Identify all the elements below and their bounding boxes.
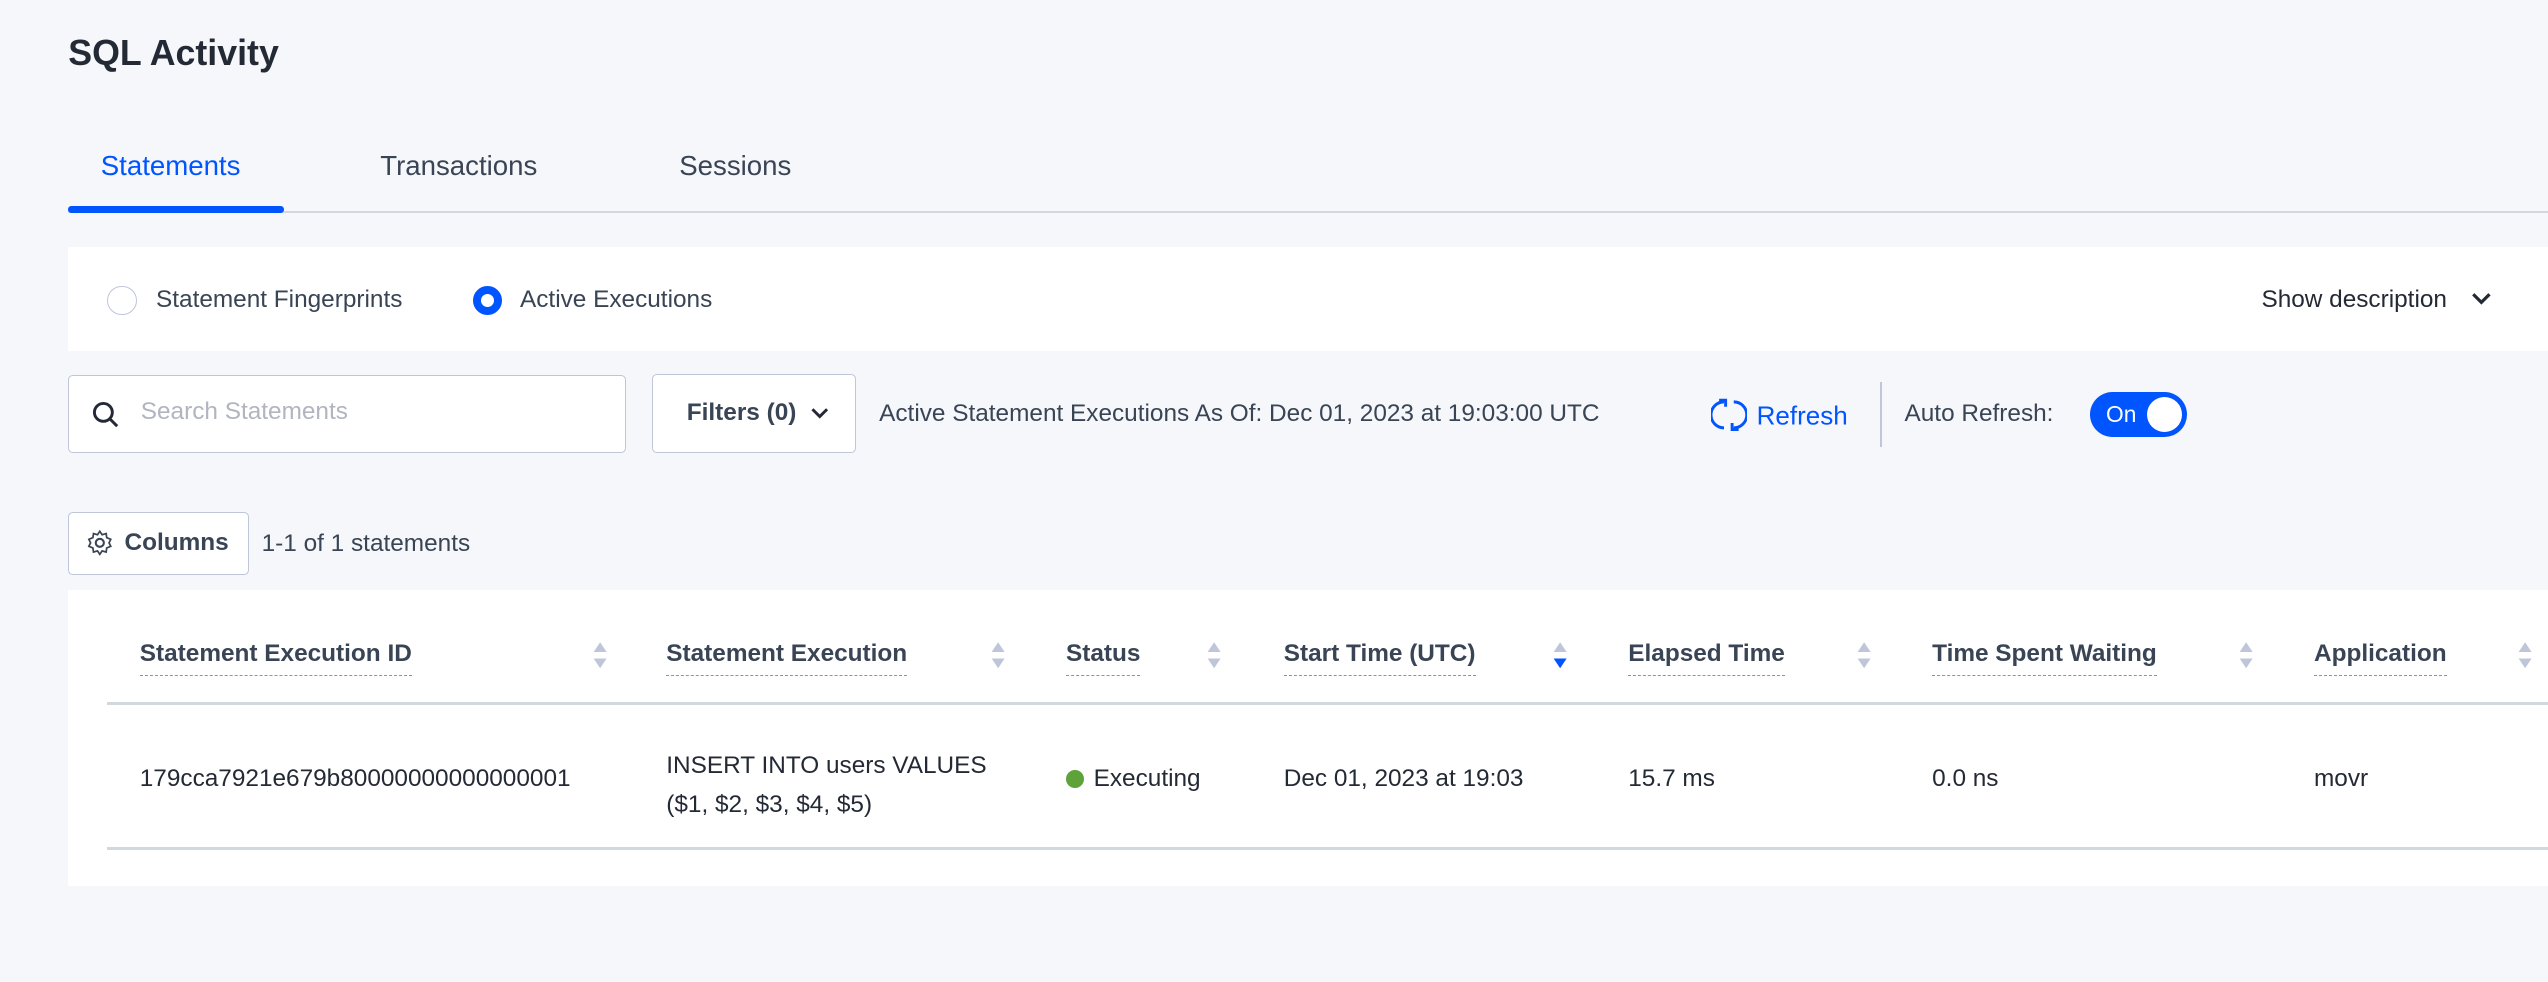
columns-label: Columns — [124, 529, 229, 557]
header-divider — [107, 702, 2548, 706]
page-title: SQL Activity — [68, 32, 279, 73]
refresh-icon — [1709, 398, 1749, 431]
toggle-knob — [2146, 396, 2183, 433]
tab-sessions[interactable]: Sessions — [679, 149, 792, 181]
refresh-label: Refresh — [1756, 400, 1848, 431]
sort-arrows-icon[interactable] — [2517, 639, 2533, 672]
column-header[interactable]: Time Spent Waiting — [1932, 640, 2157, 676]
show-description-label: Show description — [2261, 286, 2447, 313]
sort-arrows-icon[interactable] — [1206, 639, 1222, 672]
sort-arrows-icon[interactable] — [990, 639, 1006, 672]
sort-arrows-icon[interactable] — [2238, 639, 2254, 672]
column-header[interactable]: Start Time (UTC) — [1283, 640, 1476, 676]
filters-label: Filters (0) — [686, 399, 797, 427]
table-card — [68, 589, 2548, 886]
radio-active-executions[interactable] — [472, 286, 503, 316]
column-header[interactable]: Application — [2314, 640, 2447, 676]
sort-arrows-icon[interactable] — [592, 639, 608, 672]
tab-statements[interactable]: Statements — [100, 149, 241, 181]
filters-button[interactable]: Filters (0) — [651, 373, 857, 454]
column-header[interactable]: Elapsed Time — [1628, 640, 1785, 676]
auto-refresh-toggle[interactable]: On — [2089, 391, 2188, 438]
columns-button[interactable]: Columns — [68, 511, 249, 576]
cell-application: movr — [2314, 765, 2369, 793]
status-label: Executing — [1093, 765, 1201, 793]
gear-icon — [87, 529, 112, 557]
sort-arrows-icon[interactable] — [1856, 639, 1872, 672]
status-dot-icon — [1066, 770, 1084, 788]
refresh-button[interactable]: Refresh — [1709, 397, 1848, 433]
radio-label-active-executions[interactable]: Active Executions — [520, 286, 713, 313]
statement-line: ($1, $2, $3, $4, $5) — [666, 790, 873, 818]
sort-arrows-icon[interactable] — [1552, 639, 1568, 672]
chevron-down-icon — [2472, 292, 2491, 305]
search-box[interactable] — [68, 375, 626, 454]
show-description-toggle[interactable]: Show description — [2261, 286, 2492, 314]
search-input[interactable] — [137, 395, 599, 428]
cell-execution-id[interactable]: 179cca7921e679b80000000000000001 — [139, 765, 571, 793]
active-tab-indicator — [68, 206, 285, 213]
chevron-down-icon — [811, 407, 829, 419]
column-header[interactable]: Statement Execution — [666, 640, 908, 676]
cell-elapsed-time: 15.7 ms — [1628, 765, 1715, 793]
tab-transactions[interactable]: Transactions — [380, 149, 538, 181]
as-of-timestamp: Active Statement Executions As Of: Dec 0… — [879, 399, 1600, 427]
row-divider — [107, 846, 2548, 850]
radio-label-statement-fingerprints[interactable]: Statement Fingerprints — [156, 286, 403, 313]
column-header[interactable]: Status — [1066, 640, 1141, 676]
statement-line: INSERT INTO users VALUES — [666, 751, 987, 779]
radio-statement-fingerprints[interactable] — [107, 286, 137, 316]
toolbar-divider — [1880, 381, 1882, 447]
statement-count: 1-1 of 1 statements — [261, 529, 471, 557]
auto-refresh-label: Auto Refresh: — [1904, 399, 2054, 427]
cell-start-time: Dec 01, 2023 at 19:03 — [1283, 765, 1524, 793]
view-selector-card — [68, 247, 2548, 351]
cell-status: Executing — [1066, 765, 1201, 793]
tab-divider — [68, 211, 2548, 213]
column-header[interactable]: Statement Execution ID — [139, 640, 412, 676]
cell-time-waiting: 0.0 ns — [1932, 765, 1999, 793]
cell-statement[interactable]: INSERT INTO users VALUES ($1, $2, $3, $4… — [666, 746, 986, 824]
search-icon — [92, 401, 119, 427]
toggle-state-label: On — [2106, 401, 2137, 428]
